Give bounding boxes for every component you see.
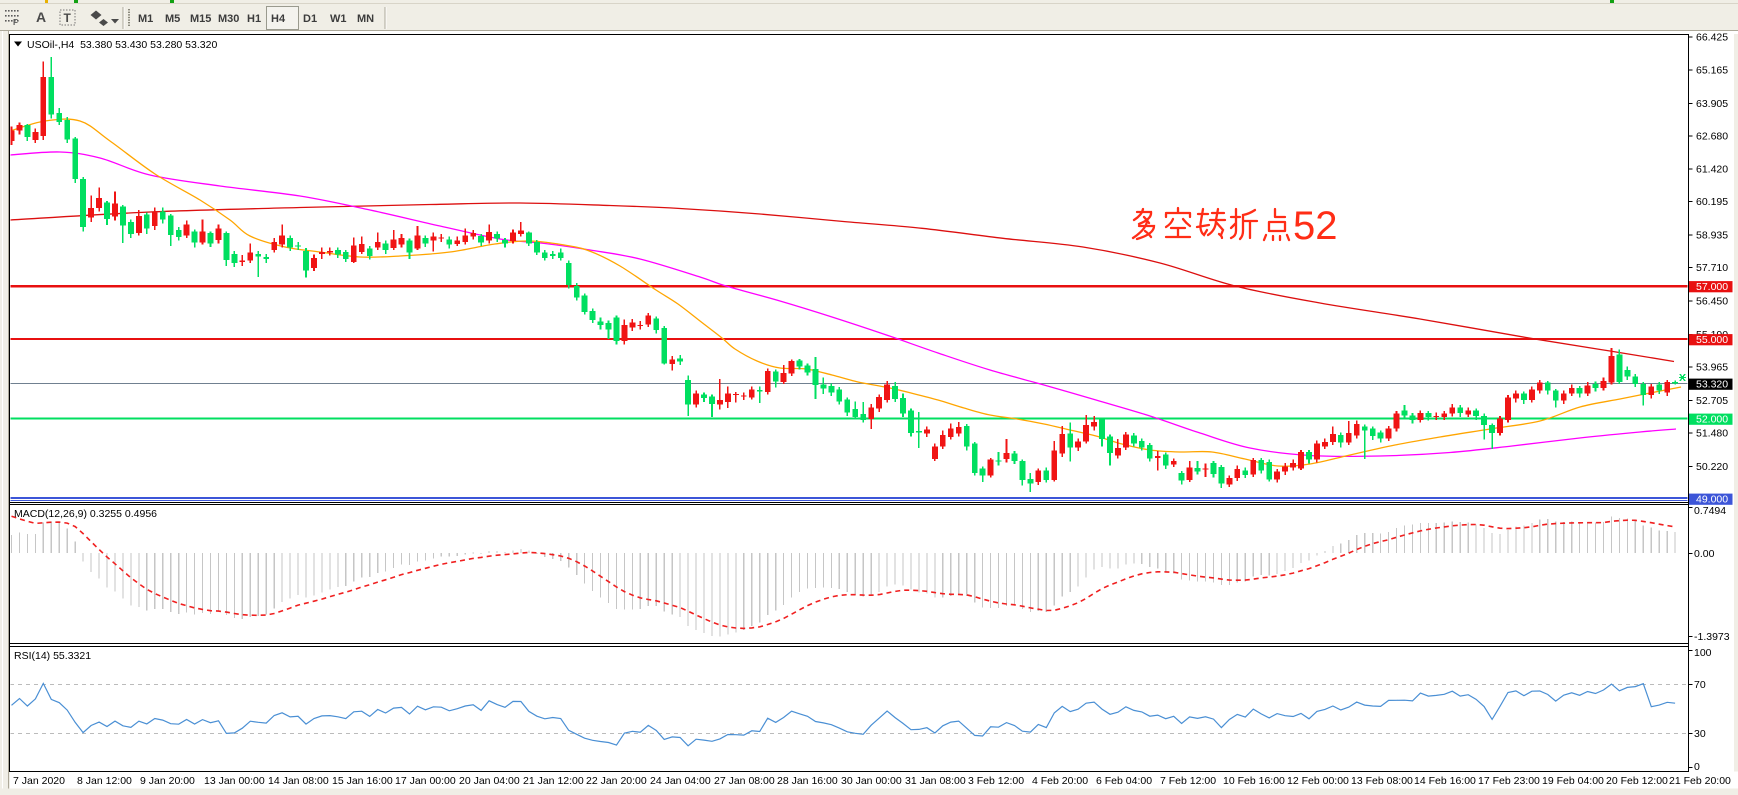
svg-text:53.320: 53.320 bbox=[1696, 379, 1728, 391]
svg-text:70: 70 bbox=[1694, 679, 1706, 691]
svg-text:66.425: 66.425 bbox=[1696, 32, 1728, 44]
svg-text:RSI(14) 55.3321: RSI(14) 55.3321 bbox=[14, 650, 91, 662]
svg-text:52.705: 52.705 bbox=[1696, 395, 1728, 407]
svg-text:62.680: 62.680 bbox=[1696, 131, 1728, 143]
svg-text:0.7494: 0.7494 bbox=[1694, 505, 1726, 517]
svg-text:3 Feb 12:00: 3 Feb 12:00 bbox=[968, 775, 1024, 787]
svg-text:13 Jan 00:00: 13 Jan 00:00 bbox=[204, 775, 265, 787]
svg-text:30: 30 bbox=[1694, 728, 1706, 740]
svg-text:7 Feb 12:00: 7 Feb 12:00 bbox=[1160, 775, 1216, 787]
svg-text:F: F bbox=[13, 18, 18, 27]
svg-text:T: T bbox=[64, 11, 72, 25]
svg-text:65.165: 65.165 bbox=[1696, 65, 1728, 77]
svg-text:55.000: 55.000 bbox=[1696, 334, 1728, 346]
svg-text:49.000: 49.000 bbox=[1696, 494, 1728, 506]
svg-text:51.480: 51.480 bbox=[1696, 427, 1728, 439]
svg-text:17 Feb 23:00: 17 Feb 23:00 bbox=[1478, 775, 1540, 787]
svg-text:63.905: 63.905 bbox=[1696, 98, 1728, 110]
svg-text:22 Jan 20:00: 22 Jan 20:00 bbox=[586, 775, 647, 787]
svg-text:53.965: 53.965 bbox=[1696, 361, 1728, 373]
svg-text:MACD(12,26,9) 0.3255 0.4956: MACD(12,26,9) 0.3255 0.4956 bbox=[14, 508, 157, 520]
svg-text:57.000: 57.000 bbox=[1696, 281, 1728, 293]
svg-text:0: 0 bbox=[1694, 761, 1700, 773]
svg-text:52: 52 bbox=[1293, 204, 1338, 248]
svg-text:52.000: 52.000 bbox=[1696, 414, 1728, 426]
svg-text:57.710: 57.710 bbox=[1696, 262, 1728, 274]
svg-text:4 Feb 20:00: 4 Feb 20:00 bbox=[1032, 775, 1088, 787]
svg-text:A: A bbox=[36, 9, 46, 25]
svg-text:61.420: 61.420 bbox=[1696, 163, 1728, 175]
svg-text:12 Feb 00:00: 12 Feb 00:00 bbox=[1287, 775, 1349, 787]
svg-text:24 Jan 04:00: 24 Jan 04:00 bbox=[650, 775, 711, 787]
svg-text:14 Jan 08:00: 14 Jan 08:00 bbox=[268, 775, 329, 787]
svg-text:27 Jan 08:00: 27 Jan 08:00 bbox=[714, 775, 775, 787]
svg-text:-1.3973: -1.3973 bbox=[1694, 631, 1730, 643]
svg-text:14 Feb 16:00: 14 Feb 16:00 bbox=[1414, 775, 1476, 787]
svg-text:50.220: 50.220 bbox=[1696, 461, 1728, 473]
svg-text:60.195: 60.195 bbox=[1696, 196, 1728, 208]
svg-text:100: 100 bbox=[1694, 647, 1712, 659]
svg-text:10 Feb 16:00: 10 Feb 16:00 bbox=[1223, 775, 1285, 787]
svg-text:21 Jan 12:00: 21 Jan 12:00 bbox=[523, 775, 584, 787]
svg-text:19 Feb 04:00: 19 Feb 04:00 bbox=[1542, 775, 1604, 787]
svg-text:20 Feb 12:00: 20 Feb 12:00 bbox=[1606, 775, 1668, 787]
svg-text:6 Feb 04:00: 6 Feb 04:00 bbox=[1096, 775, 1152, 787]
svg-text:56.450: 56.450 bbox=[1696, 295, 1728, 307]
svg-text:58.935: 58.935 bbox=[1696, 229, 1728, 241]
svg-text:13 Feb 08:00: 13 Feb 08:00 bbox=[1351, 775, 1413, 787]
svg-text:0.00: 0.00 bbox=[1694, 548, 1715, 560]
svg-text:21 Feb 20:00: 21 Feb 20:00 bbox=[1669, 775, 1731, 787]
svg-text:15 Jan 16:00: 15 Jan 16:00 bbox=[332, 775, 393, 787]
svg-text:7 Jan 2020: 7 Jan 2020 bbox=[13, 775, 65, 787]
svg-text:28 Jan 16:00: 28 Jan 16:00 bbox=[777, 775, 838, 787]
svg-text:20 Jan 04:00: 20 Jan 04:00 bbox=[459, 775, 520, 787]
svg-text:USOil-,H4 53.380 53.430 53.28: USOil-,H4 53.380 53.430 53.280 53.320 bbox=[27, 39, 217, 51]
svg-text:31 Jan 08:00: 31 Jan 08:00 bbox=[905, 775, 966, 787]
svg-text:9 Jan 20:00: 9 Jan 20:00 bbox=[140, 775, 195, 787]
svg-text:30 Jan 00:00: 30 Jan 00:00 bbox=[841, 775, 902, 787]
svg-text:8 Jan 12:00: 8 Jan 12:00 bbox=[77, 775, 132, 787]
svg-text:17 Jan 00:00: 17 Jan 00:00 bbox=[395, 775, 456, 787]
